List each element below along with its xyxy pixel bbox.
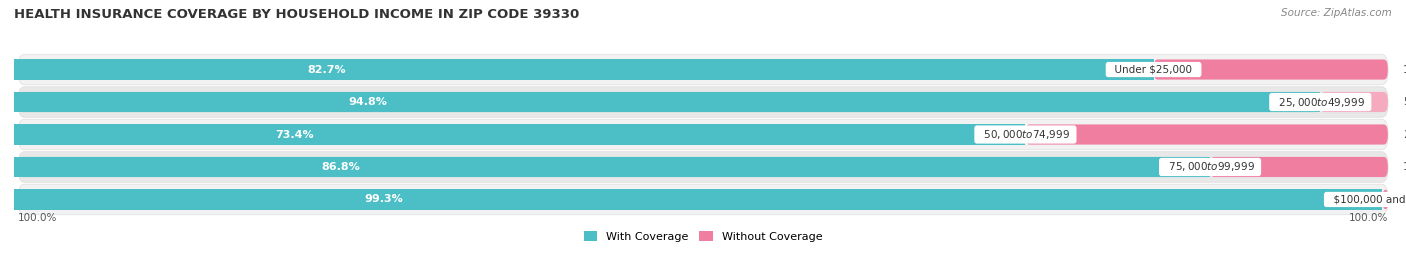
Text: $25,000 to $49,999: $25,000 to $49,999 [1272, 95, 1369, 108]
Text: 17.3%: 17.3% [1403, 65, 1406, 75]
FancyBboxPatch shape [1211, 157, 1388, 177]
Text: Under $25,000: Under $25,000 [1108, 65, 1199, 75]
FancyBboxPatch shape [18, 59, 1153, 80]
Text: 0.75%: 0.75% [1403, 194, 1406, 204]
FancyBboxPatch shape [18, 92, 1320, 112]
Text: 13.2%: 13.2% [1403, 162, 1406, 172]
Bar [14, 125, 1025, 144]
Text: 99.3%: 99.3% [364, 194, 404, 204]
FancyBboxPatch shape [18, 54, 1388, 85]
Text: $100,000 and over: $100,000 and over [1326, 194, 1406, 204]
Text: 100.0%: 100.0% [18, 213, 58, 223]
FancyBboxPatch shape [18, 157, 1211, 177]
Text: 86.8%: 86.8% [321, 162, 360, 172]
FancyBboxPatch shape [18, 184, 1388, 215]
Bar [14, 189, 1382, 210]
Text: HEALTH INSURANCE COVERAGE BY HOUSEHOLD INCOME IN ZIP CODE 39330: HEALTH INSURANCE COVERAGE BY HOUSEHOLD I… [14, 8, 579, 21]
FancyBboxPatch shape [18, 87, 1388, 117]
Text: 100.0%: 100.0% [1348, 213, 1388, 223]
FancyBboxPatch shape [1320, 92, 1388, 112]
Text: 5.2%: 5.2% [1403, 97, 1406, 107]
FancyBboxPatch shape [18, 189, 1382, 210]
Bar [14, 92, 1320, 112]
Text: $75,000 to $99,999: $75,000 to $99,999 [1161, 161, 1258, 174]
Text: Source: ZipAtlas.com: Source: ZipAtlas.com [1281, 8, 1392, 18]
FancyBboxPatch shape [1153, 59, 1388, 80]
Text: 26.6%: 26.6% [1403, 129, 1406, 140]
Text: $50,000 to $74,999: $50,000 to $74,999 [977, 128, 1074, 141]
FancyBboxPatch shape [18, 125, 1025, 144]
FancyBboxPatch shape [1025, 125, 1388, 144]
Text: 94.8%: 94.8% [349, 97, 388, 107]
Legend: With Coverage, Without Coverage: With Coverage, Without Coverage [579, 226, 827, 246]
Bar [14, 157, 1211, 177]
Bar [14, 59, 1153, 80]
FancyBboxPatch shape [18, 119, 1388, 150]
FancyBboxPatch shape [18, 152, 1388, 182]
FancyBboxPatch shape [1382, 189, 1389, 210]
Text: 73.4%: 73.4% [276, 129, 314, 140]
Text: 82.7%: 82.7% [307, 65, 346, 75]
